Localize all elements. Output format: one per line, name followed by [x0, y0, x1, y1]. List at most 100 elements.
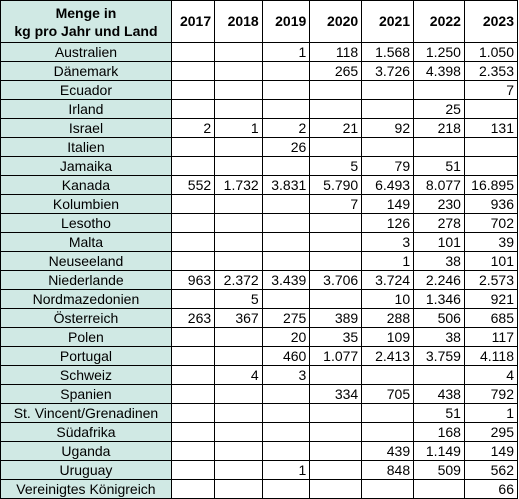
value-cell: 3.706: [309, 270, 363, 290]
table-row: Südafrika 168 295: [0, 422, 519, 442]
value-cell: [214, 327, 263, 347]
value-cell: [214, 251, 263, 271]
value-cell: 265: [309, 61, 363, 81]
value-cell: 439: [361, 441, 415, 461]
table-row: St. Vincent/Grenadinen 51 1: [0, 403, 519, 423]
value-cell: [214, 80, 263, 100]
country-cell: Österreich: [0, 308, 172, 328]
value-cell: [261, 80, 311, 100]
value-cell: [309, 422, 363, 442]
country-cell: Jamaika: [0, 156, 172, 176]
value-cell: 20: [261, 327, 311, 347]
table-title-cell: Menge in kg pro Jahr und Land: [0, 0, 172, 43]
table-row: Malta 3 101 39: [0, 232, 519, 252]
value-cell: 101: [463, 251, 519, 271]
value-cell: [309, 137, 363, 157]
value-cell: [309, 251, 363, 271]
value-cell: [309, 479, 363, 499]
country-cell: Uruguay: [0, 460, 172, 480]
value-cell: 5: [214, 289, 263, 309]
value-cell: 126: [361, 213, 415, 233]
value-cell: [170, 251, 216, 271]
value-cell: 218: [413, 118, 465, 138]
table-row: Israel 2 1 2 21 92 218 131: [0, 118, 519, 138]
value-cell: 1.077: [309, 346, 363, 366]
value-cell: 149: [463, 441, 519, 461]
value-cell: [170, 384, 216, 404]
year-header: 2023: [463, 0, 519, 43]
value-cell: 275: [261, 308, 311, 328]
table-row: Schweiz 4 3 4: [0, 365, 519, 385]
value-cell: 51: [413, 156, 465, 176]
value-cell: 4.118: [463, 346, 519, 366]
value-cell: [261, 422, 311, 442]
value-cell: 848: [361, 460, 415, 480]
value-cell: [170, 137, 216, 157]
value-cell: [170, 99, 216, 119]
value-cell: 506: [413, 308, 465, 328]
country-cell: Schweiz: [0, 365, 172, 385]
value-cell: 149: [361, 194, 415, 214]
value-cell: 1.050: [463, 42, 519, 62]
value-cell: [170, 441, 216, 461]
value-cell: [170, 194, 216, 214]
value-cell: [214, 213, 263, 233]
value-cell: [309, 232, 363, 252]
value-cell: 7: [309, 194, 363, 214]
value-cell: [261, 479, 311, 499]
header-row: Menge in kg pro Jahr und Land 2017 2018 …: [0, 0, 519, 43]
value-cell: [170, 213, 216, 233]
value-cell: 168: [413, 422, 465, 442]
value-cell: [261, 384, 311, 404]
value-cell: [361, 137, 415, 157]
value-cell: [463, 99, 519, 119]
value-cell: [261, 441, 311, 461]
country-cell: Kanada: [0, 175, 172, 195]
year-header: 2022: [413, 0, 465, 43]
value-cell: [170, 365, 216, 385]
value-cell: [214, 42, 263, 62]
value-cell: 1: [214, 118, 263, 138]
value-cell: 685: [463, 308, 519, 328]
value-cell: [170, 156, 216, 176]
value-cell: [170, 289, 216, 309]
value-cell: 1: [261, 460, 311, 480]
value-cell: [309, 289, 363, 309]
value-cell: [170, 346, 216, 366]
table-row: Österreich 263 367 275 389 288 506 685: [0, 308, 519, 328]
value-cell: 2.413: [361, 346, 415, 366]
year-header: 2018: [214, 0, 263, 43]
value-cell: [261, 403, 311, 423]
country-cell: Kolumbien: [0, 194, 172, 214]
value-cell: [309, 99, 363, 119]
value-cell: [170, 422, 216, 442]
year-header: 2021: [361, 0, 415, 43]
value-cell: [170, 232, 216, 252]
value-cell: 4: [463, 365, 519, 385]
value-cell: [309, 441, 363, 461]
table-row: Vereinigtes Königreich 66: [0, 479, 519, 499]
value-cell: [309, 213, 363, 233]
value-cell: [214, 61, 263, 81]
value-cell: [214, 403, 263, 423]
value-cell: 2: [261, 118, 311, 138]
value-cell: 963: [170, 270, 216, 290]
value-cell: [261, 289, 311, 309]
value-cell: 35: [309, 327, 363, 347]
value-cell: 39: [463, 232, 519, 252]
value-cell: [261, 194, 311, 214]
value-cell: 38: [413, 327, 465, 347]
value-cell: [214, 137, 263, 157]
value-cell: 562: [463, 460, 519, 480]
country-cell: Australien: [0, 42, 172, 62]
value-cell: 21: [309, 118, 363, 138]
table-row: Ecuador 7: [0, 80, 519, 100]
value-cell: [413, 80, 465, 100]
value-cell: [170, 460, 216, 480]
value-cell: 2.353: [463, 61, 519, 81]
table-row: Polen 20 35 109 38 117: [0, 327, 519, 347]
value-cell: [170, 479, 216, 499]
country-cell: Israel: [0, 118, 172, 138]
value-cell: [413, 137, 465, 157]
